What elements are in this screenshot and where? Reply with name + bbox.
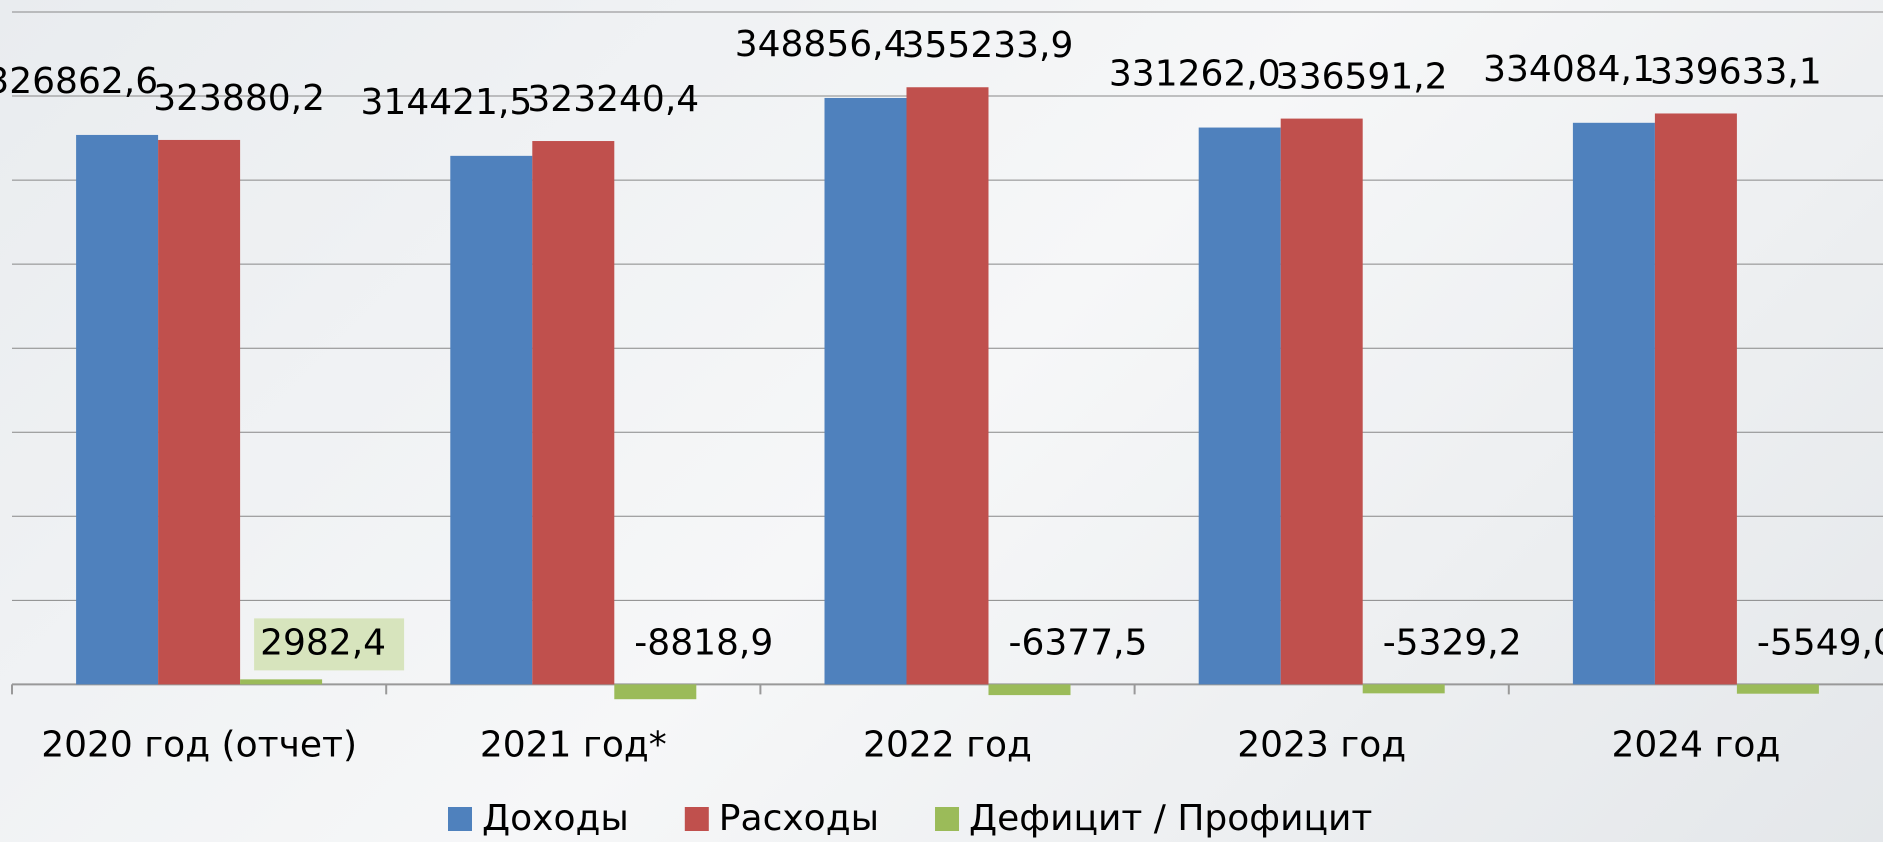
bar <box>1281 119 1363 685</box>
bar <box>989 684 1071 695</box>
bar <box>158 140 240 684</box>
legend-swatch <box>448 807 472 831</box>
legend-label: Дефицит / Профицит <box>969 798 1372 839</box>
value-label: 339633,1 <box>1650 51 1822 92</box>
value-label: 326862,6 <box>0 61 158 102</box>
value-label: 323240,4 <box>527 79 699 120</box>
x-tick-label: 2022 год <box>863 724 1032 765</box>
chart: 2020 год (отчет) 326862,6323880,2 2982,4 20… <box>0 0 1883 842</box>
value-label: 348856,4 <box>735 24 907 65</box>
x-tick-label: 2021 год* <box>480 724 667 765</box>
value-label: 355233,9 <box>902 25 1074 66</box>
bar <box>1573 123 1655 685</box>
x-tick-label: 2024 год <box>1611 724 1780 765</box>
bar <box>450 156 532 685</box>
bar <box>614 684 696 699</box>
legend-label: Расходы <box>719 798 879 839</box>
value-label: -5329,2 <box>1383 622 1522 663</box>
legend-swatch <box>935 807 959 831</box>
value-label: -6377,5 <box>1009 622 1148 663</box>
bar <box>1363 684 1445 693</box>
value-label: 2982,4 <box>260 622 386 663</box>
bar <box>1199 128 1281 685</box>
bar <box>907 87 989 684</box>
bar <box>532 141 614 684</box>
value-label: 314421,5 <box>361 82 533 123</box>
bar <box>76 135 158 684</box>
x-tick-label: 2020 год (отчет) <box>41 724 357 765</box>
value-label: 323880,2 <box>153 78 325 119</box>
bar <box>825 98 907 684</box>
value-label: 331262,0 <box>1109 54 1281 95</box>
bar <box>1655 113 1737 684</box>
bar <box>1737 684 1819 693</box>
bar <box>240 679 322 684</box>
value-label: -5549,0 <box>1757 622 1883 663</box>
value-label: 334084,1 <box>1483 49 1655 90</box>
value-label: -8818,9 <box>634 622 773 663</box>
legend-label: Доходы <box>482 798 629 839</box>
x-tick-label: 2023 год <box>1237 724 1406 765</box>
legend-swatch <box>685 807 709 831</box>
value-label: 336591,2 <box>1276 57 1448 98</box>
